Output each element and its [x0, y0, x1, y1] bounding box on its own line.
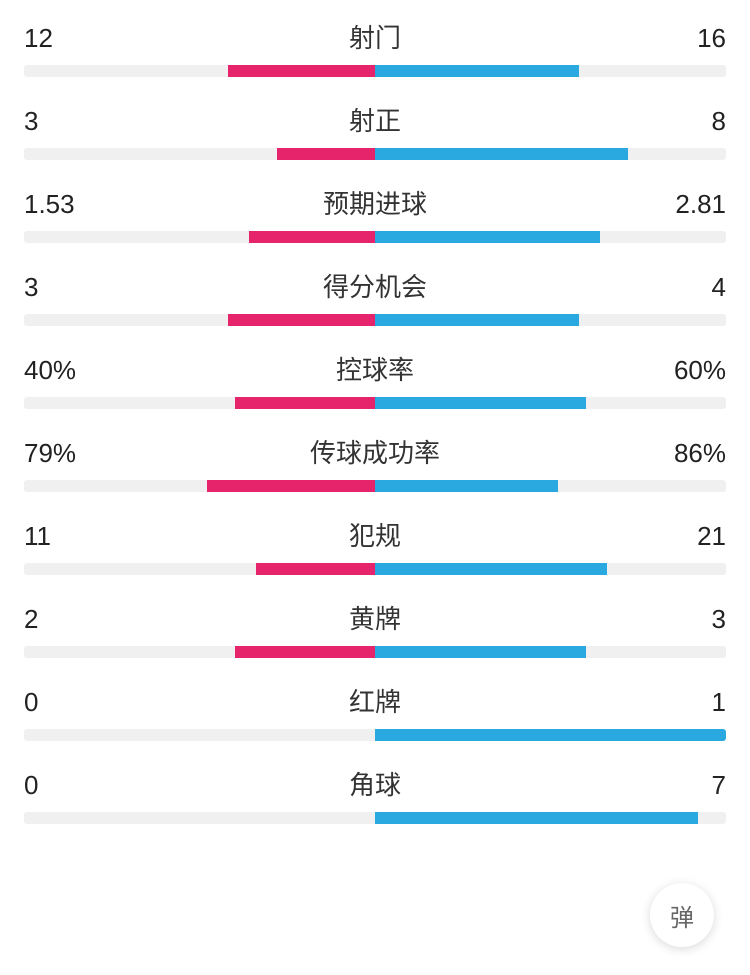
stat-labels: 0角球7: [24, 765, 726, 802]
stat-bar-left: [249, 231, 375, 243]
stat-labels: 79%传球成功率86%: [24, 433, 726, 470]
stat-right-value: 4: [666, 272, 726, 303]
stat-bar-track: [24, 729, 726, 741]
stat-left-value: 3: [24, 106, 84, 137]
stat-left-value: 12: [24, 23, 84, 54]
stat-name-label: 红牌: [84, 682, 666, 719]
stat-right-value: 7: [666, 770, 726, 801]
stat-row: 1.53预期进球2.81: [24, 184, 726, 243]
stat-bar-right: [375, 480, 558, 492]
stat-right-value: 1: [666, 687, 726, 718]
stat-bar-track: [24, 646, 726, 658]
stat-bar-track: [24, 812, 726, 824]
stat-bar-track: [24, 563, 726, 575]
stat-bar-track: [24, 231, 726, 243]
stat-bar-left: [207, 480, 375, 492]
stat-bar-left: [277, 148, 375, 160]
stat-bar-left: [235, 397, 375, 409]
stat-labels: 0红牌1: [24, 682, 726, 719]
stat-bar-left: [228, 65, 375, 77]
stat-bar-track: [24, 148, 726, 160]
stat-left-value: 2: [24, 604, 84, 635]
stat-bar-right: [375, 65, 579, 77]
stat-labels: 3射正8: [24, 101, 726, 138]
stat-right-value: 2.81: [666, 189, 726, 220]
stat-row: 79%传球成功率86%: [24, 433, 726, 492]
stat-name-label: 控球率: [84, 350, 666, 387]
stat-bar-left: [228, 314, 375, 326]
stat-labels: 11犯规21: [24, 516, 726, 553]
stat-labels: 12射门16: [24, 18, 726, 55]
stat-labels: 40%控球率60%: [24, 350, 726, 387]
stat-name-label: 得分机会: [84, 267, 666, 304]
stat-row: 0红牌1: [24, 682, 726, 741]
stat-row: 40%控球率60%: [24, 350, 726, 409]
stat-name-label: 射正: [84, 101, 666, 138]
stat-name-label: 角球: [84, 765, 666, 802]
stat-bar-right: [375, 563, 607, 575]
stat-labels: 3得分机会4: [24, 267, 726, 304]
stat-bar-right: [375, 729, 726, 741]
stat-bar-right: [375, 148, 628, 160]
stat-name-label: 射门: [84, 18, 666, 55]
match-stats-container: 12射门163射正81.53预期进球2.813得分机会440%控球率60%79%…: [0, 0, 750, 824]
stat-right-value: 60%: [666, 355, 726, 386]
stat-row: 11犯规21: [24, 516, 726, 575]
stat-labels: 2黄牌3: [24, 599, 726, 636]
stat-left-value: 79%: [24, 438, 84, 469]
stat-right-value: 21: [666, 521, 726, 552]
stat-bar-right: [375, 646, 586, 658]
stat-bar-track: [24, 314, 726, 326]
stat-bar-right: [375, 231, 600, 243]
stat-left-value: 0: [24, 687, 84, 718]
stat-right-value: 16: [666, 23, 726, 54]
stat-left-value: 1.53: [24, 189, 84, 220]
floating-action-label: 弹: [670, 898, 694, 933]
stat-left-value: 3: [24, 272, 84, 303]
stat-name-label: 黄牌: [84, 599, 666, 636]
stat-bar-left: [256, 563, 375, 575]
stat-right-value: 8: [666, 106, 726, 137]
stat-bar-right: [375, 397, 586, 409]
stat-row: 12射门16: [24, 18, 726, 77]
stat-row: 0角球7: [24, 765, 726, 824]
stat-row: 3射正8: [24, 101, 726, 160]
stat-right-value: 86%: [666, 438, 726, 469]
stat-name-label: 预期进球: [84, 184, 666, 221]
stat-name-label: 传球成功率: [84, 433, 666, 470]
stat-bar-track: [24, 480, 726, 492]
stat-row: 2黄牌3: [24, 599, 726, 658]
stat-bar-track: [24, 397, 726, 409]
stat-row: 3得分机会4: [24, 267, 726, 326]
stat-name-label: 犯规: [84, 516, 666, 553]
stat-labels: 1.53预期进球2.81: [24, 184, 726, 221]
stat-left-value: 0: [24, 770, 84, 801]
stat-left-value: 40%: [24, 355, 84, 386]
stat-bar-right: [375, 812, 698, 824]
floating-action-button[interactable]: 弹: [650, 883, 714, 947]
stat-bar-left: [235, 646, 375, 658]
stat-right-value: 3: [666, 604, 726, 635]
stat-left-value: 11: [24, 521, 84, 552]
stat-bar-right: [375, 314, 579, 326]
stat-bar-track: [24, 65, 726, 77]
